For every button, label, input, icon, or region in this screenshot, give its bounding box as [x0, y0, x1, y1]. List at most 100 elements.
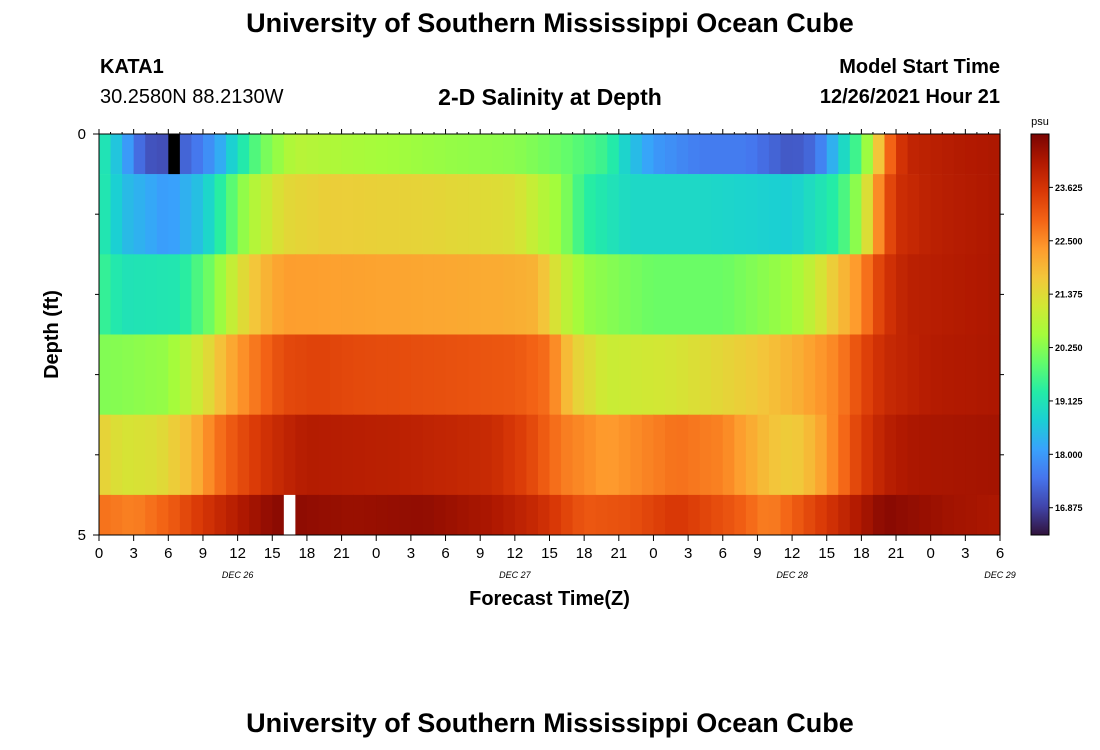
missing-data-markers	[168, 134, 296, 535]
x-tick-label: 18	[853, 545, 870, 562]
heatmap-cell	[688, 174, 701, 255]
heatmap-cell	[433, 254, 447, 335]
heatmap-cell	[133, 334, 146, 415]
heatmap-cell	[526, 334, 539, 415]
heatmap-cell	[341, 414, 354, 496]
heatmap-cell	[387, 254, 400, 335]
heatmap-cell	[468, 254, 481, 335]
heatmap-cell	[699, 134, 712, 175]
heatmap-cell	[849, 254, 862, 335]
heatmap-cell	[988, 174, 1001, 255]
heatmap-cell	[168, 414, 181, 496]
heatmap-cell	[110, 134, 123, 175]
heatmap-cell	[584, 414, 597, 496]
heatmap-cell	[965, 174, 978, 255]
heatmap-cell	[399, 334, 412, 415]
heatmap-cell	[549, 254, 562, 335]
heatmap-cell	[942, 334, 955, 415]
heatmap-cell	[537, 334, 551, 415]
date-label: DEC 26	[222, 570, 254, 580]
heatmap-cell	[399, 414, 412, 496]
heatmap-cell	[422, 134, 435, 175]
heatmap-cell	[433, 334, 447, 415]
heatmap-cell	[156, 494, 169, 536]
heatmap-cell	[861, 134, 874, 175]
heatmap-cell	[965, 494, 978, 536]
heatmap-cell	[179, 134, 193, 175]
heatmap-cell	[838, 134, 851, 175]
heatmap-cell	[202, 494, 216, 536]
heatmap-cell	[364, 254, 377, 335]
x-tick-label: 3	[961, 545, 969, 562]
heatmap-cell	[919, 414, 932, 496]
heatmap-cell	[757, 414, 770, 496]
model-start-label: Model Start Time	[839, 56, 1000, 78]
heatmap-cell	[422, 334, 435, 415]
heatmap-cell	[734, 334, 747, 415]
heatmap-cell	[491, 494, 504, 536]
heatmap-cell	[306, 134, 320, 175]
heatmap-cell	[318, 494, 331, 536]
heatmap-cell	[353, 414, 366, 496]
heatmap-cell	[295, 174, 308, 255]
heatmap-cell	[122, 414, 135, 496]
heatmap-cell	[249, 334, 262, 415]
heatmap-cell	[745, 174, 759, 255]
y-tick-label: 0	[78, 126, 86, 143]
heatmap-cell	[653, 414, 666, 496]
heatmap-cell	[133, 254, 146, 335]
heatmap-cell	[491, 134, 504, 175]
heatmap-cell	[965, 134, 978, 175]
heatmap-cell	[803, 174, 816, 255]
y-tick-label: 5	[78, 527, 86, 544]
axes: 0 3 6 9 12 15 18 21 0 3 6 9 12 15 18 21 0 3 6 9 12 15 18 21 0 3 6 D…	[78, 126, 1016, 580]
heatmap-cell	[491, 254, 504, 335]
colorbar: psu 16.875 18.000 19.125 20.250 21.375 22.500…	[1030, 116, 1083, 536]
heatmap-cell	[110, 414, 123, 496]
heatmap-cell	[757, 134, 770, 175]
heatmap-cell	[607, 494, 620, 536]
heatmap-cell	[433, 174, 447, 255]
heatmap-cell	[156, 134, 169, 175]
heatmap-cell	[387, 414, 400, 496]
colorbar-tick-label: 19.125	[1055, 396, 1083, 406]
heatmap-cell	[237, 174, 250, 255]
heatmap-cell	[179, 174, 193, 255]
colorbar-tick-label: 21.375	[1055, 290, 1083, 300]
heatmap-cell	[872, 334, 886, 415]
heatmap-cell	[734, 414, 747, 496]
heatmap-cell	[99, 494, 112, 536]
heatmap-cell	[618, 334, 631, 415]
heatmap-cell	[295, 334, 308, 415]
heatmap-cell	[953, 174, 966, 255]
heatmap-cell	[630, 174, 643, 255]
heatmap-cell	[549, 414, 562, 496]
heatmap-cell	[145, 494, 158, 536]
heatmap-cell	[676, 494, 689, 536]
heatmap-cell	[318, 174, 331, 255]
heatmap-cell	[249, 494, 262, 536]
heatmap-cell	[526, 254, 539, 335]
x-axis-label: Forecast Time(Z)	[469, 588, 630, 610]
heatmap-cell	[884, 134, 897, 175]
heatmap-cell	[884, 414, 897, 496]
heatmap-cell	[549, 334, 562, 415]
heatmap-cell	[410, 494, 424, 536]
heatmap-cell	[156, 334, 169, 415]
heatmap-cell	[757, 174, 770, 255]
heatmap-cell	[341, 334, 354, 415]
heatmap-cell	[156, 254, 169, 335]
heatmap-cell	[584, 134, 597, 175]
heatmap-cell	[641, 254, 655, 335]
heatmap-cell	[457, 334, 470, 415]
heatmap-cell	[491, 174, 504, 255]
heatmap-cell	[630, 134, 643, 175]
heatmap-cell	[653, 134, 666, 175]
heatmap-cell	[734, 494, 747, 536]
colorbar-tick-label: 16.875	[1055, 503, 1083, 513]
x-tick-label: 3	[129, 545, 137, 562]
heatmap-cell	[561, 254, 574, 335]
heatmap-cell	[688, 414, 701, 496]
heatmap-cell	[792, 134, 805, 175]
heatmap-cell	[653, 334, 666, 415]
